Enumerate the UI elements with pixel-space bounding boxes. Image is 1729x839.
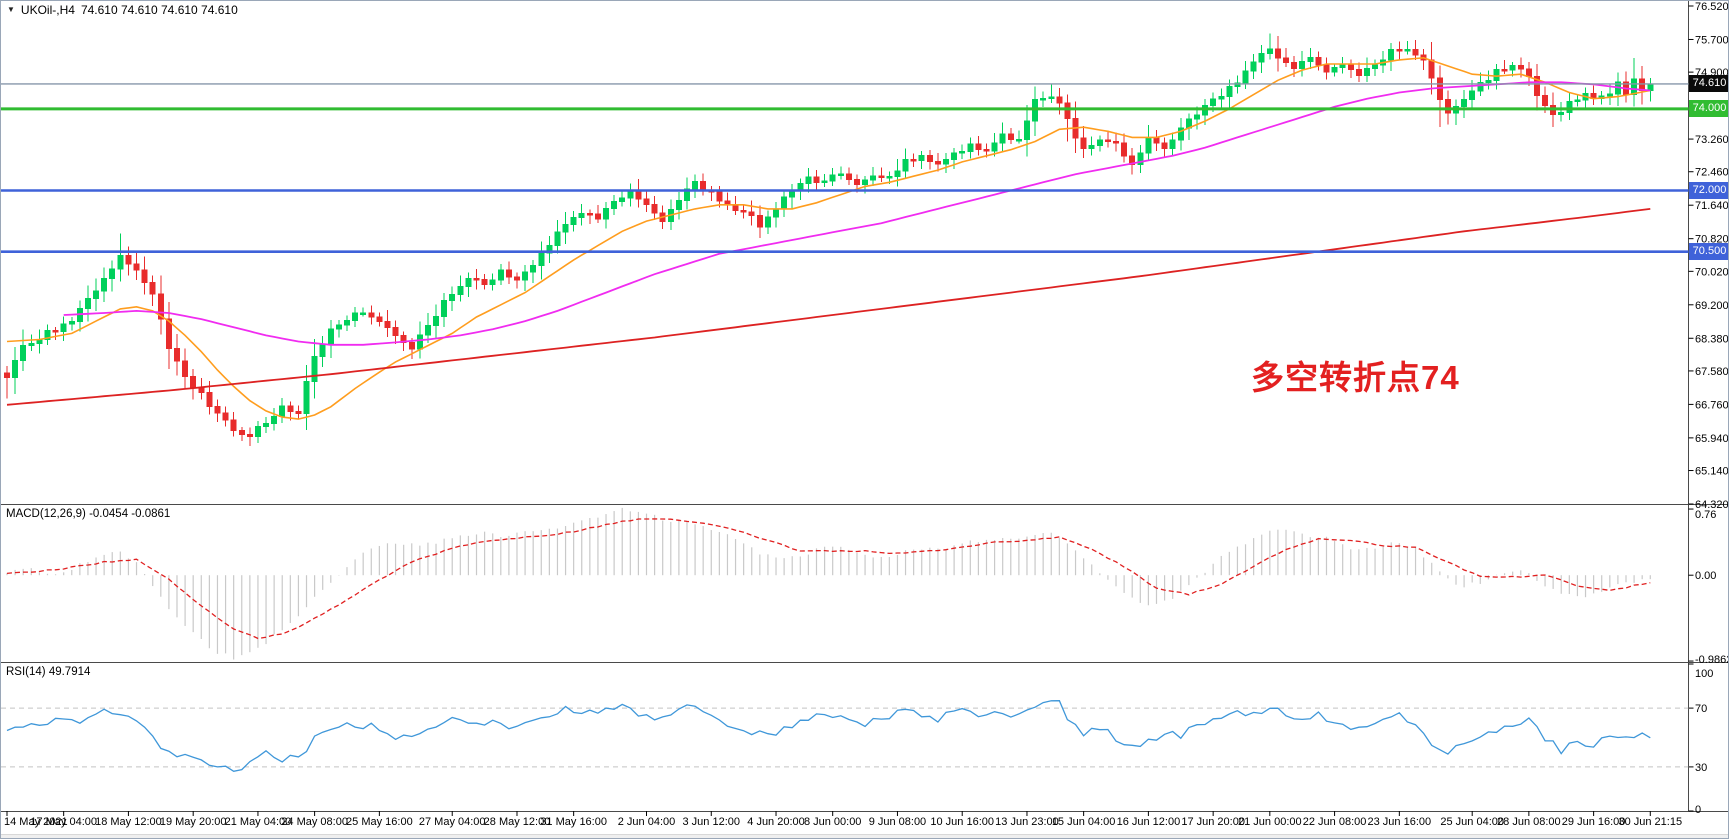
- price-tag: 74.610: [1689, 75, 1728, 93]
- time-axis-label: 19 May 20:00: [160, 816, 227, 828]
- time-axis-label: 23 Jun 16:00: [1368, 816, 1432, 828]
- time-axis-label: 21 May 04:00: [225, 816, 292, 828]
- chart-title-bar: ▼ UKOil-,H4 74.610 74.610 74.610 74.610: [7, 3, 238, 17]
- price-axis-label: 64.320: [1695, 499, 1729, 511]
- price-axis-label: 72.460: [1695, 167, 1729, 179]
- price-axis-label: 71.640: [1695, 200, 1729, 212]
- time-axis-label: 14 May 2021: [4, 816, 68, 828]
- price-axis-label: 68.380: [1695, 333, 1729, 345]
- price-tag: 70.500: [1689, 243, 1728, 261]
- ohlc-quotes: 74.610 74.610 74.610 74.610: [80, 3, 238, 17]
- macd-axis-label: 0.76: [1695, 509, 1716, 521]
- time-axis-label: 25 May 16:00: [346, 816, 413, 828]
- time-axis-label: 8 Jun 00:00: [804, 816, 862, 828]
- time-axis-label: 30 Jun 21:15: [1618, 816, 1682, 828]
- time-axis-label: 3 Jun 12:00: [683, 816, 741, 828]
- time-axis-label: 17 Jun 20:00: [1181, 816, 1245, 828]
- time-axis-label: 22 Jun 08:00: [1303, 816, 1367, 828]
- window-bottom-edge: [1, 834, 1728, 838]
- rsi-axis-label: 70: [1695, 703, 1707, 715]
- time-axis-label: 21 Jun 00:00: [1238, 816, 1302, 828]
- time-axis-label: 27 May 04:00: [419, 816, 486, 828]
- price-axis-label: 69.200: [1695, 300, 1729, 312]
- time-axis-label: 15 Jun 04:00: [1052, 816, 1116, 828]
- macd-histogram: [6, 507, 1651, 660]
- macd-axis-label: -0.9862: [1695, 654, 1729, 666]
- rsi-axis-label: 30: [1695, 762, 1707, 774]
- candles-group: [4, 33, 1654, 446]
- time-axis-label: 13 Jun 23:00: [995, 816, 1059, 828]
- ma-fast-orange: [6, 56, 1651, 420]
- time-axis-label: 16 Jun 12:00: [1117, 816, 1181, 828]
- time-axis-label: 28 Jun 08:00: [1497, 816, 1561, 828]
- rsi-indicator-label: RSI(14) 49.7914: [6, 666, 91, 678]
- macd-indicator-label: MACD(12,26,9) -0.0454 -0.0861: [6, 508, 171, 520]
- macd-signal-line: [6, 518, 1651, 640]
- time-axis-label: 24 May 08:00: [281, 816, 348, 828]
- price-axis-label: 73.260: [1695, 134, 1729, 146]
- symbol-title: UKOil-,H4: [20, 3, 75, 17]
- time-axis-label: 17 May 04:00: [30, 816, 97, 828]
- price-axis-label: 66.760: [1695, 399, 1729, 411]
- time-axis-label: 10 Jun 16:00: [930, 816, 994, 828]
- ma-mid-magenta: [63, 81, 1651, 346]
- time-axis-label: 2 Jun 04:00: [618, 816, 676, 828]
- price-tag: 72.000: [1689, 182, 1728, 199]
- price-axis-label: 70.820: [1695, 234, 1729, 246]
- macd-axis-label: 0.00: [1695, 570, 1716, 582]
- rsi-line: [6, 700, 1651, 772]
- time-axis-label: 9 Jun 08:00: [869, 816, 927, 828]
- text-annotation[interactable]: 多空转折点74: [1251, 359, 1460, 396]
- time-axis-label: 28 May 12:00: [484, 816, 551, 828]
- price-axis-label: 65.940: [1695, 433, 1729, 445]
- price-tag: 74.000: [1689, 100, 1728, 118]
- price-axis-label: 65.140: [1695, 466, 1729, 478]
- time-axis-label: 4 Jun 20:00: [747, 816, 805, 828]
- symbol-dropdown-icon[interactable]: ▼: [7, 5, 15, 14]
- rsi-axis-label: 100: [1695, 668, 1713, 680]
- price-axis-label: 70.020: [1695, 266, 1729, 278]
- price-axis-label: 67.580: [1695, 366, 1729, 378]
- ma-slow-red: [6, 208, 1651, 406]
- time-axis-label: 31 May 16:00: [540, 816, 607, 828]
- price-axis-label: 76.520: [1695, 1, 1729, 13]
- time-axis-label: 25 Jun 04:00: [1440, 816, 1504, 828]
- price-axis-label: 75.700: [1695, 34, 1729, 46]
- time-axis-label: 18 May 12:00: [95, 816, 162, 828]
- rsi-axis-label: 0: [1695, 804, 1701, 816]
- time-axis-label: 29 Jun 16:00: [1562, 816, 1626, 828]
